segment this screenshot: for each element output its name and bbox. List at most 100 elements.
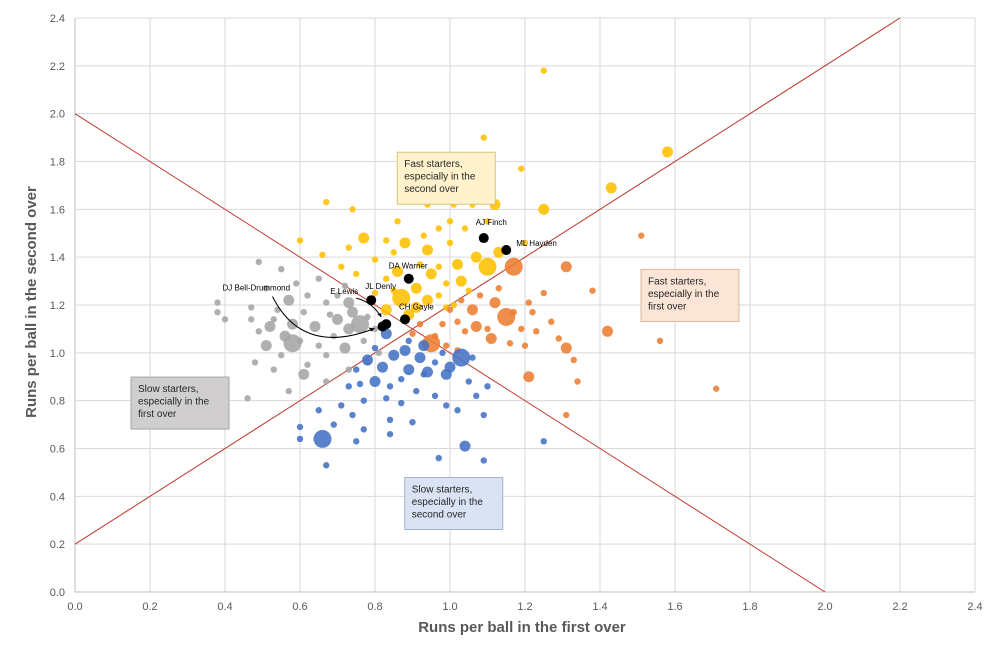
data-point [473, 392, 480, 400]
data-point [439, 320, 446, 328]
data-point [455, 275, 467, 287]
data-point [360, 337, 367, 345]
data-point [454, 407, 461, 414]
y-tick-label: 0.8 [50, 396, 65, 408]
data-point [484, 218, 491, 225]
data-point [345, 383, 352, 390]
grid [74, 17, 976, 593]
data-point [518, 165, 525, 172]
data-point [484, 383, 491, 390]
y-tick-label: 0.0 [50, 587, 65, 599]
data-point [323, 378, 330, 385]
data-point [418, 340, 430, 352]
data-point [431, 392, 439, 400]
data-point [485, 332, 497, 344]
data-point [386, 430, 394, 438]
data-point [450, 301, 457, 309]
bell-drummond-arrow [272, 296, 375, 338]
data-point [323, 352, 330, 359]
data-point [540, 67, 547, 74]
data-point [383, 275, 390, 282]
annotation-text: Slow starters, [138, 384, 199, 395]
data-point [287, 318, 298, 330]
highlight-point [478, 233, 489, 244]
data-point [439, 349, 446, 357]
data-point [351, 315, 369, 334]
data-point [304, 361, 311, 368]
x-tick-label: 0.4 [217, 601, 232, 613]
data-point [394, 218, 401, 225]
data-point [260, 340, 272, 352]
data-point [476, 292, 484, 299]
x-tick-label: 1.0 [442, 601, 457, 613]
annotation-background [130, 376, 230, 430]
data-point [360, 426, 367, 433]
annotation-text: especially in the [404, 172, 476, 183]
data-point [285, 387, 292, 395]
data-point [560, 261, 572, 273]
data-point [409, 330, 416, 337]
data-point [274, 306, 281, 313]
player-label: DA Warner [389, 262, 428, 271]
y-tick-label: 1.4 [50, 252, 65, 264]
y-tick-label: 0.2 [50, 539, 65, 551]
x-tick-label: 2.4 [967, 601, 982, 613]
data-point [345, 366, 352, 373]
data-point [443, 342, 450, 349]
e-lewis-arrowhead [377, 313, 382, 318]
data-point [465, 287, 472, 294]
data-point [349, 411, 356, 419]
data-point [521, 239, 529, 247]
y-tick-label: 2.2 [50, 61, 65, 73]
data-point [506, 340, 514, 347]
data-point [570, 356, 577, 364]
y-tick-label: 1.0 [50, 348, 65, 360]
data-point [454, 318, 461, 325]
data-point [548, 318, 555, 325]
data-point [343, 297, 355, 309]
data-point [410, 301, 422, 313]
data-point [251, 359, 259, 366]
data-point [298, 368, 310, 380]
data-point [347, 306, 358, 318]
data-point [326, 311, 334, 318]
data-point [315, 342, 322, 349]
y-tick-label: 1.8 [50, 157, 65, 169]
data-point [386, 383, 394, 390]
data-point [540, 438, 547, 445]
data-point [458, 297, 465, 304]
data-point [353, 270, 360, 278]
annotation-background [640, 268, 740, 322]
data-point [398, 375, 405, 383]
data-point [440, 368, 452, 380]
data-point [461, 225, 469, 232]
data-point [323, 462, 330, 469]
annotation-text: first over [648, 301, 687, 312]
data-point [375, 349, 382, 357]
data-point [313, 429, 332, 448]
data-point [452, 258, 463, 270]
data-point [300, 308, 307, 316]
data-point [563, 411, 570, 419]
data-point [443, 402, 450, 409]
data-point [349, 206, 356, 213]
data-point [315, 275, 322, 282]
data-point [296, 435, 304, 443]
data-point [392, 288, 411, 307]
data-point [248, 316, 255, 323]
data-point [555, 335, 562, 342]
data-point [560, 342, 572, 354]
highlight-point [400, 314, 410, 325]
data-point [383, 237, 390, 244]
data-point [656, 337, 664, 345]
data-point [296, 237, 304, 244]
data-point [461, 328, 469, 335]
reference-line-diagonal [74, 17, 901, 545]
data-point [533, 328, 540, 335]
data-point [392, 266, 403, 278]
data-point [431, 359, 439, 366]
x-tick-label: 0.0 [67, 601, 82, 613]
y-tick-label: 1.2 [50, 300, 65, 312]
